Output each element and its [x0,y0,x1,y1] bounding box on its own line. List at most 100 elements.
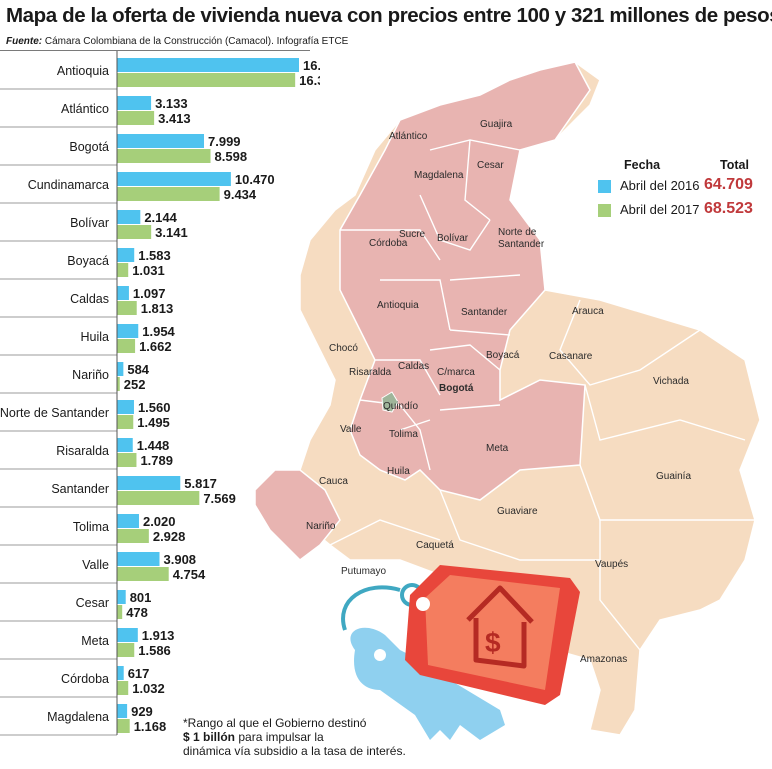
category-label: Bogotá [69,140,109,154]
value-label-2016: 1.097 [133,286,166,301]
category-label: Santander [51,482,109,496]
category-label: Tolima [73,520,109,534]
value-label-2016: 1.913 [142,628,175,643]
value-label-2017: 1.789 [140,453,173,468]
bar-2016 [117,590,126,604]
colombia-map: Atlántico Guajira Magdalena Cesar Sucre Bolív… [253,61,761,740]
legend-label-2017: Abril del 2017 [620,202,700,217]
map-label: Antioquia [377,300,419,311]
source-label: Fuente: [6,36,43,47]
value-label-2017: 1.495 [137,415,170,430]
legend-heading-fecha: Fecha [624,158,661,172]
map-label: Valle [340,424,362,435]
category-label: Cundinamarca [28,178,109,192]
bar-2016 [117,438,133,452]
bar-2016 [117,514,139,528]
map-label: Amazonas [580,654,627,665]
value-label-2016: 1.560 [138,400,171,415]
category-label: Córdoba [61,672,109,686]
map-label: Arauca [572,306,604,317]
footnote: *Rango al que el Gobierno destinó $ 1 bi… [183,716,433,758]
value-label-2016: 801 [130,590,152,605]
value-label-2016: 10.470 [235,172,275,187]
value-label-2016: 617 [128,666,150,681]
value-label-2017: 9.434 [224,187,257,202]
legend-swatch-2016 [598,180,611,193]
map-label: Bolívar [437,233,469,244]
bar-2017 [117,187,220,201]
bar-2017 [117,301,137,315]
bar-2016 [117,172,231,186]
legend-swatch-2017 [598,204,611,217]
map-label: Guajira [480,119,513,130]
bar-2017 [117,529,149,543]
footnote-line-2-text: para impulsar la [235,730,324,744]
map-label: Casanare [549,351,593,362]
map-label: Bogotá [439,383,474,394]
bar-2016 [117,96,152,110]
bar-2017 [117,681,129,695]
map-label: Caldas [398,361,429,372]
map-highlight-region [339,61,591,501]
bar-2016 [117,134,205,148]
map-label: Cesar [477,160,504,171]
value-label-2017: 7.569 [203,491,236,506]
value-label-2017: 1.032 [132,681,165,696]
map-label: Cauca [319,476,348,487]
dollar-icon: $ [485,627,501,658]
category-label: Cesar [76,596,109,610]
bar-2017 [117,491,200,505]
map-labels: Atlántico Guajira Magdalena Cesar Sucre Bolív… [306,119,691,665]
value-label-2017: 4.754 [173,567,206,582]
bar-2016 [117,362,124,376]
value-label-2017: 1.586 [138,643,171,658]
map-quindio-region [381,391,399,413]
bar-chart: Antioquia 16.73216.380 Atlántico 3.1333.413… [0,51,320,736]
legend-label-2016: Abril del 2016 [620,178,700,193]
map-label: Chocó [329,343,358,354]
chart-title: Mapa de la oferta de vivienda nueva con … [6,4,772,27]
bar-2017 [117,263,129,277]
map-label: Santander [498,239,545,250]
legend-total-2016: 64.709 [704,176,753,193]
bar-2016 [117,628,138,642]
bar-2016 [117,286,129,300]
footnote-amount: $ 1 billón [183,730,236,744]
value-label-2017: 252 [124,377,146,392]
category-label: Boyacá [67,254,109,268]
category-label: Huila [81,330,110,344]
map-label: Risaralda [349,367,392,378]
bar-2016 [117,552,160,566]
map-label: Boyacá [486,350,520,361]
map-label: Santander [461,307,508,318]
bar-2017 [117,643,135,657]
legend-total-2017: 68.523 [704,200,753,217]
legend-heading-total: Total [720,158,749,172]
map-label: Huila [387,466,410,477]
value-label-2017: 3.413 [158,111,191,126]
bar-2016 [117,704,128,718]
value-label-2017: 1.168 [134,719,167,734]
divider [0,50,310,51]
map-label: Nariño [306,521,336,532]
category-label: Nariño [72,368,109,382]
value-label-2016: 5.817 [184,476,217,491]
category-label: Bolívar [70,216,109,230]
value-label-2016: 1.583 [138,248,171,263]
category-label: Caldas [70,292,109,306]
bar-2017 [117,719,130,733]
category-label: Risaralda [56,444,109,458]
value-label-2017: 1.031 [132,263,165,278]
bar-2016 [117,400,134,414]
price-tag-illustration: $ [341,565,580,740]
map-borders [329,139,755,651]
value-label-2016: 584 [127,362,149,377]
category-label: Norte de Santander [0,406,109,420]
map-label: Guainía [656,471,691,482]
footnote-line-3: dinámica vía subsidio a la tasa de inter… [183,744,406,758]
map-label: Córdoba [369,238,408,249]
value-label-2017: 3.141 [155,225,188,240]
source-line: Fuente: Cámara Colombiana de la Construc… [6,36,348,47]
value-label-2016: 1.448 [137,438,170,453]
map-label: Guaviare [497,506,538,517]
